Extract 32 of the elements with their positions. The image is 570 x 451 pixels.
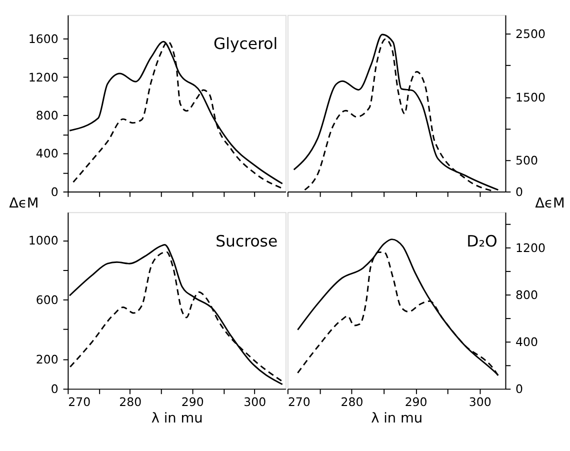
x-tick-label: 280 (340, 394, 364, 409)
y2-tick-label: 0 (516, 382, 524, 396)
y-tick-label: 800 (36, 108, 58, 123)
y-tick-label: 400 (36, 146, 58, 161)
x-tick-label: 290 (181, 394, 204, 409)
y2-tick-label: 800 (516, 288, 538, 302)
y-axis-title: ΔϵM (9, 196, 39, 212)
y-tick-label: 1600 (28, 32, 58, 46)
annotation: Sucrose (216, 231, 278, 250)
y2-tick-label: 500 (516, 153, 538, 168)
y-tick-label: 1200 (28, 70, 58, 84)
y-tick-label: 200 (36, 352, 58, 366)
y2-tick-label: 1500 (516, 90, 546, 104)
x-tick-label: 300 (468, 394, 492, 409)
annotation: Glycerol (214, 34, 278, 54)
x-tick-label: 290 (404, 394, 428, 409)
y2-tick-label: 0 (516, 184, 524, 199)
x-tick-label: 280 (119, 394, 142, 409)
y-tick-label: 0 (50, 382, 58, 396)
y2-tick-label: 2500 (516, 27, 546, 42)
y2-axis-title: ΔϵM (535, 196, 565, 212)
y-tick-label: 600 (36, 293, 58, 308)
annotation: D₂O (466, 231, 498, 250)
y-tick-label: 0 (50, 184, 58, 199)
x-axis-title: λ in mu (371, 410, 423, 427)
x-axis-title: λ in mu (151, 410, 203, 427)
y-tick-label: 1000 (28, 234, 58, 248)
x-tick-label: 300 (244, 394, 266, 409)
x-tick-label: 270 (288, 394, 310, 409)
x-tick-label: 270 (68, 394, 91, 409)
y2-tick-label: 400 (516, 335, 538, 350)
y2-tick-label: 1200 (516, 240, 546, 255)
